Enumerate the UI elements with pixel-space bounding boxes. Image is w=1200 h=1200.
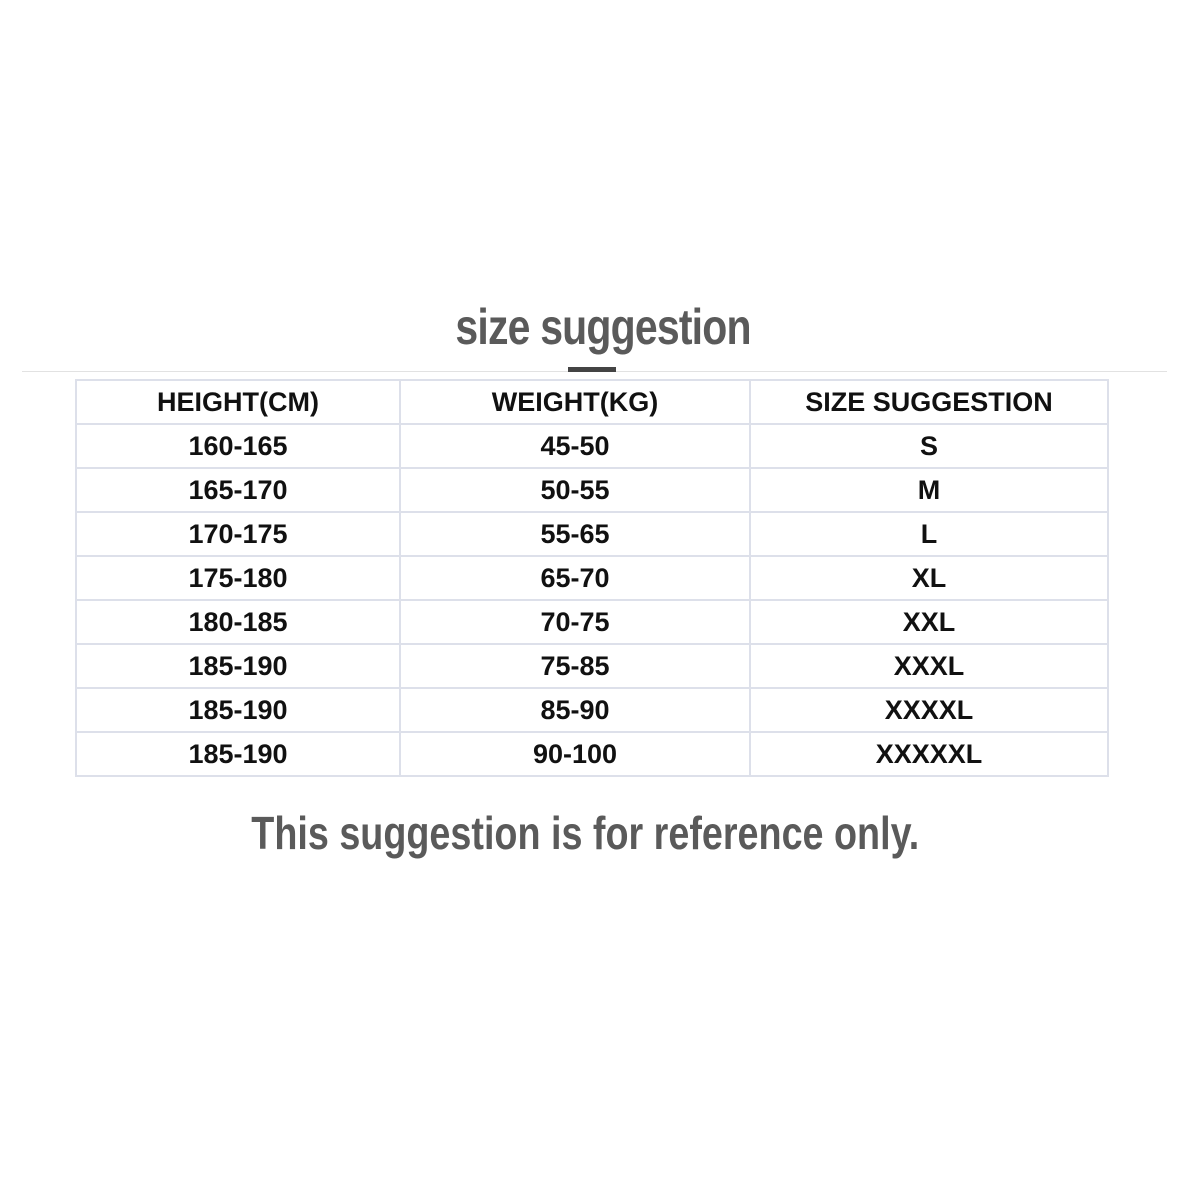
weight-cell: 50-55: [399, 467, 751, 513]
height-cell: 160-165: [75, 423, 401, 469]
weight-cell: 75-85: [399, 643, 751, 689]
table-row: 160-165 45-50 S: [75, 423, 1109, 469]
weight-cell: 85-90: [399, 687, 751, 733]
footer-note: This suggestion is for reference only.: [0, 806, 1170, 860]
table-row: 175-180 65-70 XL: [75, 555, 1109, 601]
table-row: 165-170 50-55 M: [75, 467, 1109, 513]
weight-cell: 45-50: [399, 423, 751, 469]
weight-cell: 55-65: [399, 511, 751, 557]
height-cell: 180-185: [75, 599, 401, 645]
size-cell: XXL: [749, 599, 1109, 645]
height-cell: 175-180: [75, 555, 401, 601]
height-cell: 165-170: [75, 467, 401, 513]
header-size: SIZE SUGGESTION: [749, 379, 1109, 425]
table-row: 185-190 75-85 XXXL: [75, 643, 1109, 689]
footer-text: This suggestion is for reference only.: [251, 807, 919, 859]
table-row: 170-175 55-65 L: [75, 511, 1109, 557]
height-cell: 185-190: [75, 731, 401, 777]
table-row: 185-190 90-100 XXXXXL: [75, 731, 1109, 777]
title-underline: [568, 367, 616, 372]
weight-cell: 65-70: [399, 555, 751, 601]
size-cell: XXXXXL: [749, 731, 1109, 777]
size-cell: S: [749, 423, 1109, 469]
table-row: 180-185 70-75 XXL: [75, 599, 1109, 645]
size-cell: L: [749, 511, 1109, 557]
table-row: 185-190 85-90 XXXXL: [75, 687, 1109, 733]
title-text: size suggestion: [455, 299, 751, 355]
height-cell: 185-190: [75, 687, 401, 733]
page-title: size suggestion: [0, 298, 1200, 356]
size-cell: M: [749, 467, 1109, 513]
weight-cell: 70-75: [399, 599, 751, 645]
weight-cell: 90-100: [399, 731, 751, 777]
size-cell: XXXL: [749, 643, 1109, 689]
table-header-row: HEIGHT(CM) WEIGHT(KG) SIZE SUGGESTION: [75, 379, 1109, 425]
size-cell: XL: [749, 555, 1109, 601]
size-cell: XXXXL: [749, 687, 1109, 733]
header-weight: WEIGHT(KG): [399, 379, 751, 425]
size-table: HEIGHT(CM) WEIGHT(KG) SIZE SUGGESTION 16…: [75, 379, 1109, 777]
header-height: HEIGHT(CM): [75, 379, 401, 425]
height-cell: 185-190: [75, 643, 401, 689]
height-cell: 170-175: [75, 511, 401, 557]
